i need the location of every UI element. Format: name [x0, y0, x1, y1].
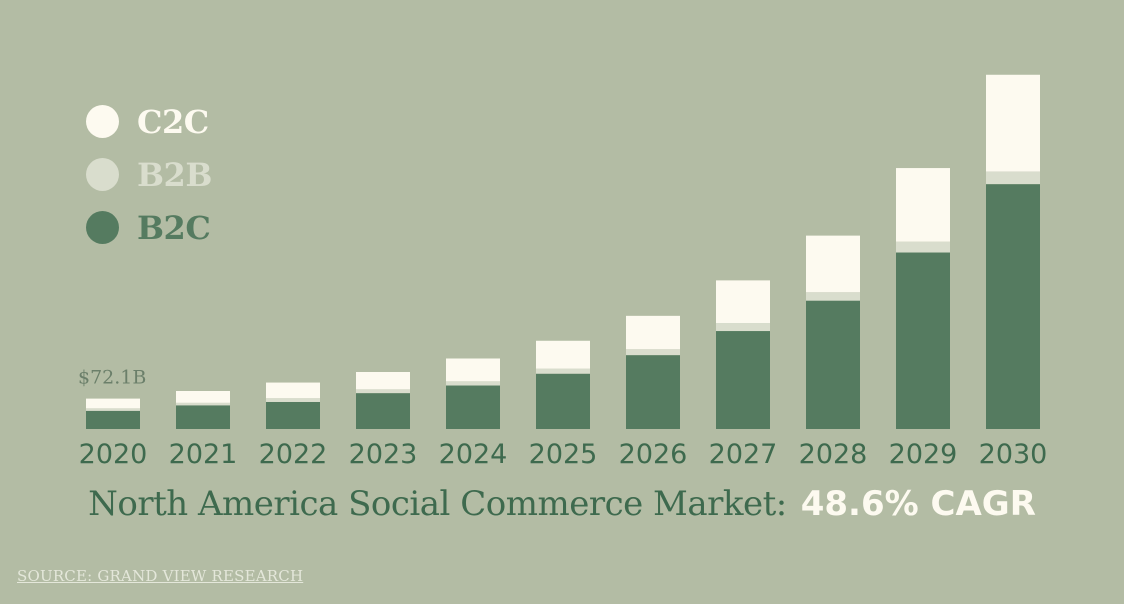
x-tick-label-2022: 2022 [259, 439, 328, 470]
x-tick-label-2020: 2020 [79, 439, 148, 470]
bar-b2c-2030 [986, 184, 1040, 429]
legend: C2C B2B B2C [86, 95, 212, 254]
x-tick-label-2027: 2027 [709, 439, 778, 470]
chart-title-main: North America Social Commerce Market: [88, 484, 787, 524]
x-tick-label-2026: 2026 [619, 439, 688, 470]
x-tick-label-2029: 2029 [889, 439, 958, 470]
bar-c2c-2028 [806, 235, 860, 293]
bar-c2c-2029 [896, 168, 950, 242]
legend-label-b2c: B2C [137, 208, 211, 247]
x-tick-label-2025: 2025 [529, 439, 598, 470]
bar-b2c-2028 [806, 300, 860, 429]
bar-b2b-2025 [536, 368, 590, 374]
bar-b2c-2023 [356, 393, 410, 429]
bar-b2c-2027 [716, 331, 770, 429]
legend-label-c2c: C2C [137, 102, 209, 141]
bar-b2b-2030 [986, 171, 1040, 185]
bar-b2b-2028 [806, 292, 860, 301]
bar-c2c-2024 [446, 358, 500, 382]
bar-b2b-2024 [446, 381, 500, 386]
bar-b2b-2029 [896, 241, 950, 253]
bar-b2c-2020 [86, 410, 140, 429]
legend-item-c2c: C2C [86, 95, 212, 148]
bar-c2c-2020 [86, 398, 140, 409]
bar-c2c-2021 [176, 391, 230, 403]
bar-b2b-2020 [86, 408, 140, 411]
legend-item-b2b: B2B [86, 148, 212, 201]
bar-b2b-2027 [716, 323, 770, 332]
bar-c2c-2030 [986, 74, 1040, 172]
x-tick-label-2030: 2030 [979, 439, 1048, 470]
legend-label-b2b: B2B [137, 155, 212, 194]
legend-swatch-b2c [86, 211, 119, 244]
bar-b2b-2026 [626, 349, 680, 356]
legend-swatch-c2c [86, 105, 119, 138]
bar-b2c-2024 [446, 385, 500, 429]
bar-b2c-2029 [896, 252, 950, 429]
bar-b2b-2022 [266, 398, 320, 402]
data-label-2020: $72.1B [78, 367, 146, 389]
x-tick-label-2024: 2024 [439, 439, 508, 470]
bar-c2c-2026 [626, 315, 680, 350]
bar-b2c-2021 [176, 405, 230, 429]
bar-b2c-2026 [626, 355, 680, 429]
chart-title: North America Social Commerce Market: 48.… [0, 484, 1124, 524]
bar-b2b-2023 [356, 389, 410, 394]
x-tick-label-2028: 2028 [799, 439, 868, 470]
x-tick-label-2021: 2021 [169, 439, 238, 470]
source-link[interactable]: SOURCE: GRAND VIEW RESEARCH [17, 567, 304, 585]
bar-b2c-2025 [536, 373, 590, 429]
bar-c2c-2022 [266, 382, 320, 399]
bar-c2c-2023 [356, 372, 410, 390]
bar-c2c-2025 [536, 340, 590, 369]
chart-title-cagr: 48.6% CAGR [800, 484, 1036, 524]
bar-c2c-2027 [716, 280, 770, 324]
bar-b2b-2021 [176, 402, 230, 406]
legend-swatch-b2b [86, 158, 119, 191]
bar-b2c-2022 [266, 401, 320, 429]
x-tick-label-2023: 2023 [349, 439, 418, 470]
legend-item-b2c: B2C [86, 201, 212, 254]
